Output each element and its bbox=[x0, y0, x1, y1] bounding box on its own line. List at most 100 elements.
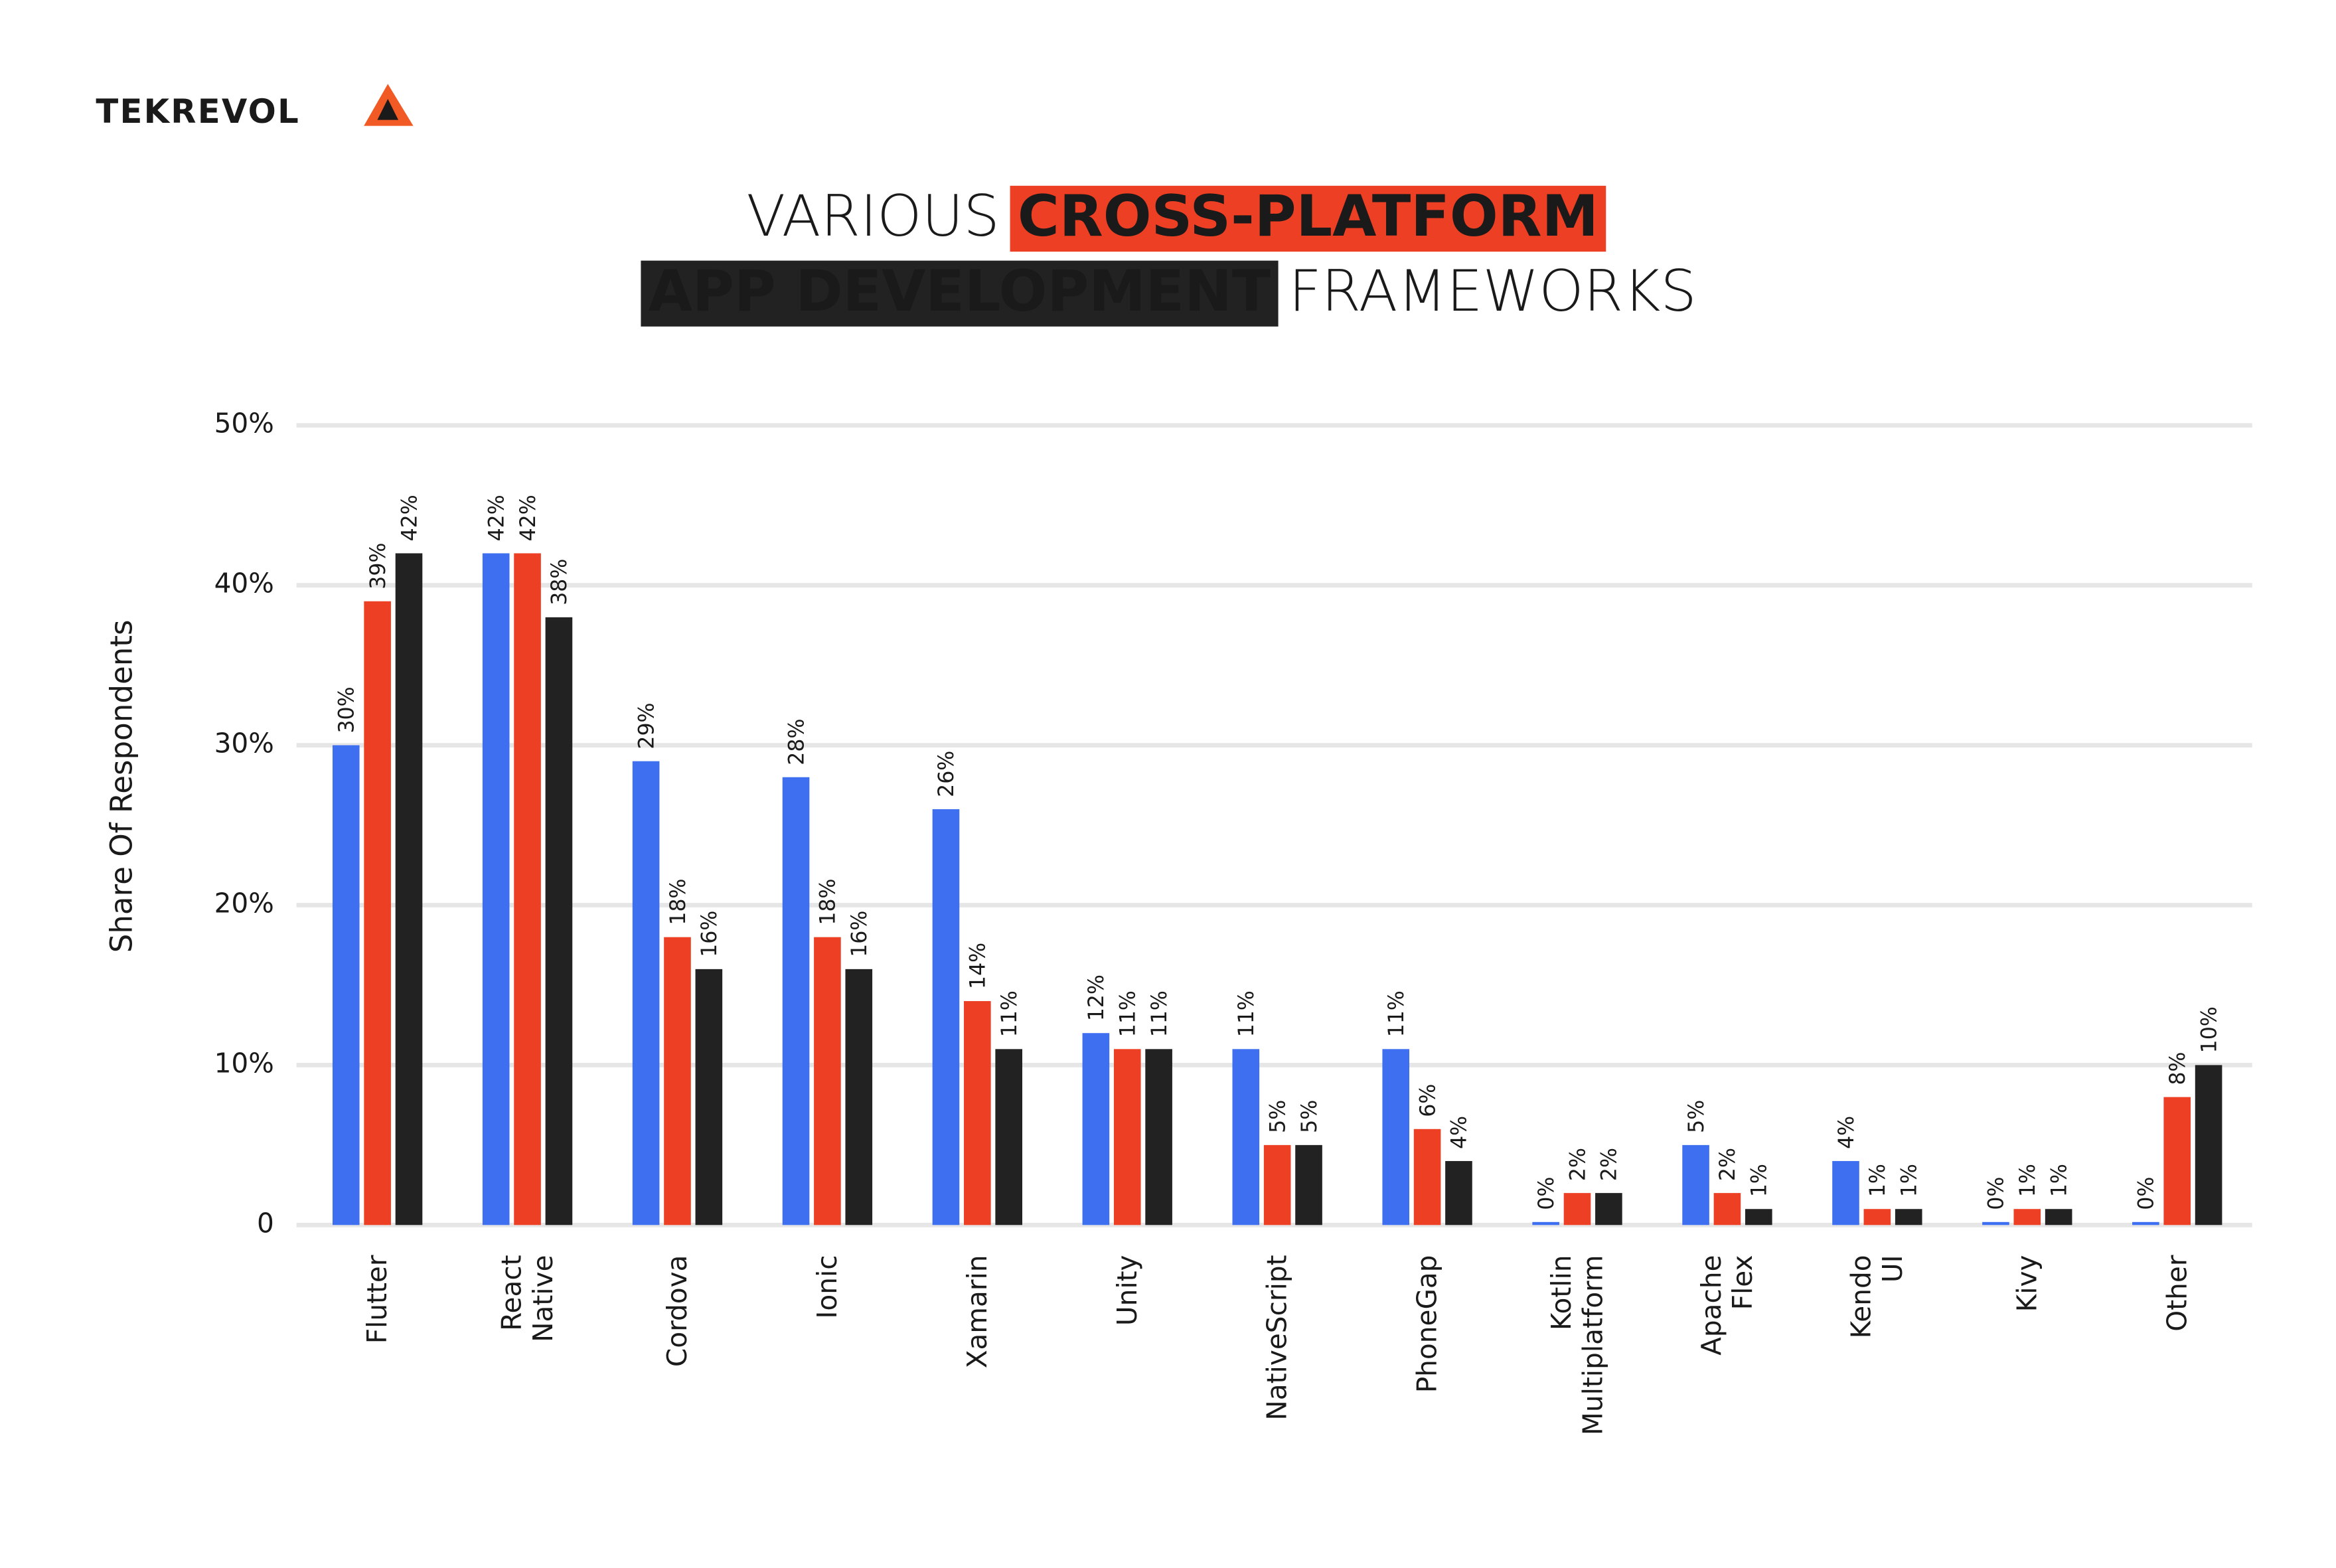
bar bbox=[1295, 1144, 1322, 1225]
value-label: 0% bbox=[1985, 1177, 2009, 1210]
value-label: 1% bbox=[1866, 1164, 1890, 1197]
chart-title: FRAMEWORKS bbox=[1288, 258, 1696, 325]
title-highlight bbox=[1010, 185, 1606, 252]
bar bbox=[814, 937, 841, 1225]
value-label: 2% bbox=[1598, 1148, 1622, 1181]
value-label: 1% bbox=[2047, 1164, 2071, 1197]
x-tick-label: Ionic bbox=[811, 1255, 843, 1318]
y-tick-label: 50% bbox=[214, 408, 274, 439]
bar bbox=[845, 969, 873, 1225]
bar bbox=[932, 809, 960, 1225]
value-label: 2% bbox=[1716, 1148, 1740, 1181]
bar bbox=[1895, 1209, 1922, 1225]
bar bbox=[1713, 1193, 1741, 1225]
bar bbox=[2013, 1209, 2041, 1225]
value-label: 42% bbox=[516, 495, 540, 541]
x-tick-label: Other bbox=[2161, 1255, 2193, 1332]
bar bbox=[1263, 1144, 1291, 1225]
value-label: 29% bbox=[635, 702, 659, 749]
y-tick-label: 30% bbox=[214, 728, 274, 759]
chart-title: APP DEVELOPMENT bbox=[649, 258, 1271, 325]
bar bbox=[664, 937, 691, 1225]
value-label: 14% bbox=[967, 943, 990, 989]
value-label: 5% bbox=[1298, 1100, 1322, 1133]
value-label: 39% bbox=[366, 543, 390, 589]
y-tick-label: 10% bbox=[214, 1047, 274, 1079]
value-label: 4% bbox=[1448, 1116, 1472, 1149]
bar bbox=[1145, 1049, 1172, 1225]
bar bbox=[2163, 1097, 2191, 1225]
value-label: 11% bbox=[1235, 990, 1259, 1037]
value-label: 8% bbox=[2166, 1052, 2190, 1085]
bar bbox=[1532, 1221, 1559, 1225]
value-label: 11% bbox=[1148, 990, 1172, 1037]
value-label: 0% bbox=[1535, 1177, 1559, 1210]
bar bbox=[545, 617, 573, 1225]
bar bbox=[514, 553, 541, 1225]
bar bbox=[1863, 1209, 1891, 1225]
value-label: 1% bbox=[1898, 1164, 1922, 1197]
bar bbox=[632, 761, 660, 1225]
x-tick-label: KotlinMultiplatform bbox=[1545, 1255, 1608, 1435]
value-label: 38% bbox=[548, 559, 572, 605]
bar bbox=[2195, 1065, 2222, 1225]
bar bbox=[2132, 1221, 2159, 1225]
value-label: 42% bbox=[485, 495, 508, 541]
bar bbox=[395, 553, 423, 1225]
x-tick-label: KendoUI bbox=[1845, 1255, 1908, 1338]
x-tick-label: Kivy bbox=[2011, 1255, 2043, 1312]
value-label: 4% bbox=[1835, 1116, 1859, 1149]
value-label: 1% bbox=[1748, 1164, 1772, 1197]
y-tick-label: 40% bbox=[214, 568, 274, 599]
bar bbox=[1382, 1049, 1410, 1225]
value-label: 6% bbox=[1416, 1084, 1440, 1117]
value-label: 5% bbox=[1685, 1100, 1709, 1133]
bar bbox=[1595, 1193, 1622, 1225]
x-tick-label: Cordova bbox=[661, 1255, 693, 1367]
x-tick-label: Unity bbox=[1111, 1255, 1143, 1326]
bar bbox=[482, 553, 510, 1225]
value-label: 11% bbox=[998, 990, 1022, 1037]
x-tick-label: NativeScript bbox=[1261, 1255, 1293, 1420]
value-label: 16% bbox=[848, 911, 872, 957]
x-tick-label: Flutter bbox=[361, 1255, 393, 1344]
bar bbox=[1413, 1129, 1441, 1225]
chart-title: VARIOUS bbox=[747, 183, 1000, 250]
x-tick-label: Xamarin bbox=[961, 1255, 993, 1368]
bar bbox=[1982, 1221, 2009, 1225]
value-label: 11% bbox=[1117, 990, 1140, 1037]
value-label: 10% bbox=[2197, 1006, 2221, 1053]
y-tick-label: 20% bbox=[214, 887, 274, 919]
value-label: 16% bbox=[698, 911, 722, 957]
value-label: 12% bbox=[1085, 975, 1109, 1021]
value-label: 26% bbox=[935, 751, 959, 797]
value-label: 28% bbox=[785, 719, 809, 765]
value-label: 11% bbox=[1385, 990, 1409, 1037]
bar bbox=[1232, 1049, 1260, 1225]
y-tick-label: 0 bbox=[257, 1207, 274, 1239]
value-label: 2% bbox=[1566, 1148, 1590, 1181]
x-tick-label: ReactNative bbox=[495, 1255, 558, 1342]
value-label: 0% bbox=[2135, 1177, 2159, 1210]
y-axis-label: Share Of Respondents bbox=[104, 619, 139, 953]
value-label: 5% bbox=[1266, 1100, 1290, 1133]
bar bbox=[1113, 1049, 1141, 1225]
bar bbox=[2045, 1209, 2072, 1225]
logo-mark bbox=[364, 84, 414, 126]
bar bbox=[1745, 1209, 1772, 1225]
x-tick-label: PhoneGap bbox=[1411, 1255, 1443, 1393]
bar bbox=[1832, 1160, 1859, 1225]
value-label: 18% bbox=[817, 878, 840, 925]
bar bbox=[1682, 1144, 1709, 1225]
value-label: 1% bbox=[2016, 1164, 2040, 1197]
value-label: 42% bbox=[398, 495, 422, 541]
bar bbox=[332, 745, 360, 1225]
chart-title: CROSS-PLATFORM bbox=[1018, 183, 1598, 250]
value-label: 30% bbox=[335, 686, 359, 733]
bar bbox=[964, 1001, 991, 1225]
value-label: 18% bbox=[666, 878, 690, 925]
x-tick-label: ApacheFlex bbox=[1695, 1255, 1758, 1355]
bar bbox=[1445, 1160, 1472, 1225]
